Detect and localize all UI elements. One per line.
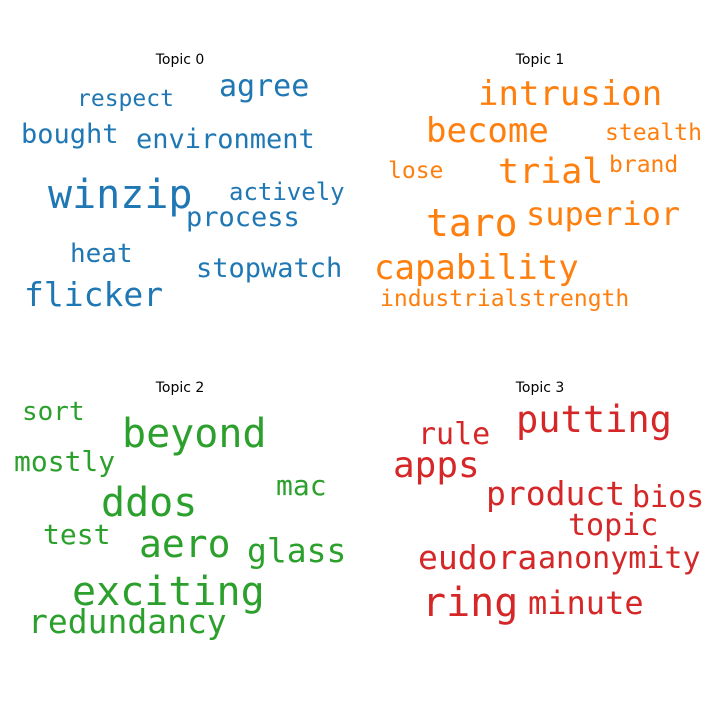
topic-1-title: Topic 1	[515, 52, 565, 68]
topic-1-panel: Topic 1 taro capability superior intrusi…	[360, 0, 720, 360]
word-redundancy: redundancy	[28, 602, 227, 641]
word-sort: sort	[22, 397, 85, 427]
word-respect: respect	[77, 86, 174, 112]
word-stopwatch: stopwatch	[196, 253, 343, 284]
word-anonymity: anonymity	[538, 541, 701, 576]
word-trial: trial	[498, 152, 604, 192]
word-intrusion: intrusion	[478, 74, 663, 114]
word-lose: lose	[388, 158, 444, 184]
word-aero: aero	[139, 522, 231, 566]
word-heat: heat	[70, 239, 133, 269]
word-bought: bought	[21, 119, 119, 150]
word-rule: rule	[418, 417, 491, 452]
word-product: product	[486, 474, 626, 513]
word-exciting: exciting	[72, 569, 265, 615]
word-putting: putting	[516, 398, 672, 441]
word-capability: capability	[374, 248, 579, 288]
word-become: become	[426, 111, 549, 151]
word-ddos: ddos	[101, 480, 198, 526]
topic-2-panel: Topic 2 exciting beyond ddos aero redund…	[0, 328, 360, 688]
word-winzip: winzip	[48, 172, 193, 218]
word-minute: minute	[528, 584, 644, 622]
word-mac: mac	[276, 469, 327, 502]
word-mostly: mostly	[14, 445, 116, 478]
word-eudora: eudora	[418, 538, 538, 577]
word-industrialstrength: industrialstrength	[380, 286, 630, 312]
word-glass: glass	[247, 531, 347, 570]
word-brand: brand	[609, 152, 679, 178]
word-agree: agree	[219, 69, 310, 104]
word-test: test	[43, 518, 111, 551]
word-beyond: beyond	[122, 411, 267, 457]
word-ring: ring	[422, 580, 519, 626]
word-superior: superior	[526, 195, 681, 233]
word-taro: taro	[426, 201, 518, 245]
word-flicker: flicker	[24, 275, 164, 314]
word-bios: bios	[632, 480, 705, 515]
word-process: process	[186, 202, 300, 233]
word-apps: apps	[393, 445, 480, 486]
word-stealth: stealth	[605, 120, 702, 146]
topic-0-title: Topic 0	[155, 52, 205, 68]
topic-2-title: Topic 2	[155, 380, 205, 396]
topic-0-panel: Topic 0 winzip flicker environment proce…	[0, 0, 360, 360]
topic-3-panel: Topic 3 ring putting apps eudora anonymi…	[360, 328, 720, 688]
word-actively: actively	[229, 178, 345, 206]
word-topic: topic	[568, 508, 659, 543]
topic-3-title: Topic 3	[515, 380, 565, 396]
word-environment: environment	[136, 124, 315, 155]
